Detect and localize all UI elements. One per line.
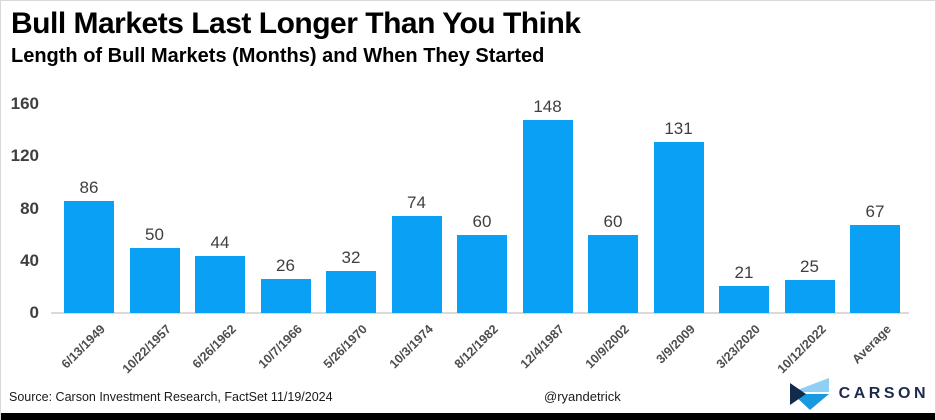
bar: [784, 280, 835, 313]
bar-value-label: 21: [734, 262, 754, 282]
bar-group: 21 3/23/2020: [714, 104, 769, 371]
y-tick-label: 0: [29, 303, 39, 322]
bar: [719, 285, 769, 313]
x-axis-line: [51, 312, 909, 314]
bar: [64, 200, 114, 313]
twitter-handle: @ryandetrick: [544, 389, 621, 404]
bar: [653, 141, 704, 313]
y-tick-label: 80: [20, 198, 39, 218]
bar-group: 32 5/26/1970: [321, 104, 376, 371]
bar: [195, 255, 245, 313]
page-title: Bull Markets Last Longer Than You Think: [11, 7, 581, 40]
bar-value-label: 26: [276, 256, 295, 276]
bar-group: 44 6/26/1962: [190, 104, 245, 371]
carson-logo-icon: [789, 378, 829, 410]
bar: [588, 234, 638, 313]
bar-value-label: 25: [800, 257, 819, 277]
bar: [129, 247, 180, 313]
bar-group: 74 10/3/1974: [386, 104, 442, 371]
bar-group: 67 Average: [849, 104, 900, 366]
bar: [326, 271, 376, 313]
y-tick-label: 160: [10, 94, 39, 113]
bar-value-label: 67: [865, 202, 885, 222]
plot-area: 86 6/13/1949 50 10/22/1957 44 6/26/1962 26 10/7…: [59, 97, 900, 376]
bar-group: 50 10/22/1957: [119, 104, 180, 376]
bar-value-label: 60: [603, 211, 623, 231]
carson-logo-text: CARSON: [838, 385, 929, 402]
bar-value-label: 44: [210, 232, 230, 252]
source-note: Source: Carson Investment Research, Fact…: [9, 390, 333, 404]
bar-value-label: 32: [341, 248, 361, 268]
bar-group: 131 3/9/2009: [653, 104, 704, 366]
bar: [391, 216, 442, 313]
bar-group: 25 10/12/2022: [774, 104, 835, 376]
bar-value-label: 131: [664, 118, 693, 138]
bar-value-label: 60: [472, 211, 492, 231]
bar-value-label: 74: [407, 193, 426, 213]
bar: [522, 119, 573, 313]
bottom-bar: [1, 413, 935, 420]
y-tick-label: 40: [20, 250, 39, 270]
bar-group: 60 8/12/1982: [452, 104, 507, 371]
bar-value-label: 86: [79, 177, 99, 197]
bar: [457, 234, 507, 313]
bar-value-label: 148: [533, 96, 562, 116]
bar: [850, 225, 900, 313]
bar-group: 26 10/7/1966: [255, 104, 311, 371]
y-tick-label: 120: [10, 146, 39, 166]
carson-logo: CARSON: [789, 378, 929, 410]
y-axis: 0 40 80 120 160: [1, 95, 39, 322]
bar: [260, 279, 311, 313]
page-subtitle: Length of Bull Markets (Months) and When…: [11, 45, 545, 67]
bar-group: 86 6/13/1949: [59, 104, 114, 371]
bar-value-label: 50: [145, 224, 164, 244]
bar-group: 60 10/9/2002: [583, 104, 638, 371]
bar-group: 148 12/4/1987: [517, 97, 573, 371]
